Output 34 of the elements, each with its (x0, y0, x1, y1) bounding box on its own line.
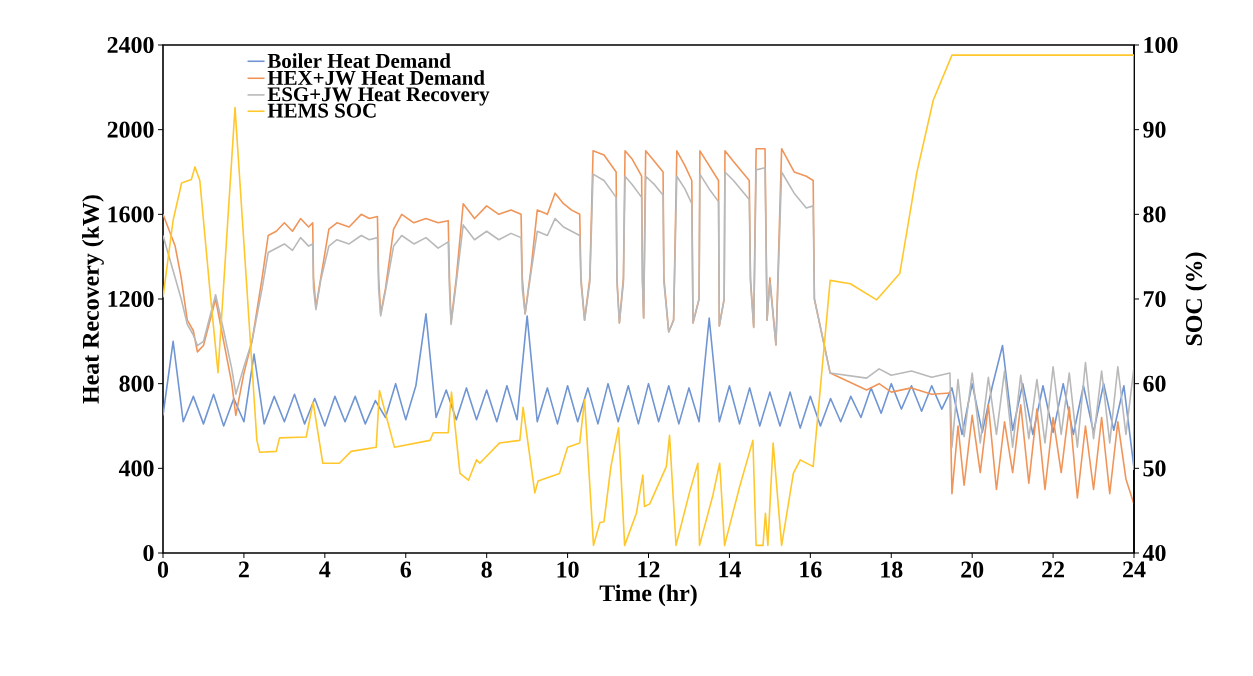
y-axis-title: Heat Recovery (kW) (82, 195, 104, 404)
y2-tick-label: 60 (1143, 375, 1166, 392)
x-tick-label: 0 (157, 561, 169, 578)
y2-tick-label: 100 (1144, 36, 1178, 54)
x-tick-label: 22 (1042, 561, 1065, 578)
line-series (163, 166, 1135, 448)
y2-tick-label: 90 (1143, 121, 1166, 138)
y-tick-label: 1200 (108, 290, 154, 308)
y-tick-label: 800 (119, 375, 154, 392)
y-tick-label: 2000 (107, 121, 154, 138)
x-tick-label: 6 (400, 561, 412, 578)
line-series (163, 54, 1135, 547)
y2-tick-label: 70 (1143, 290, 1166, 308)
y2-tick-label: 80 (1143, 206, 1166, 223)
x-tick-label: 10 (557, 561, 579, 578)
x-tick-label: 24 (1123, 561, 1146, 578)
legend-label: HEX+JW Heat Demand (267, 70, 485, 86)
x-tick-label: 14 (719, 561, 741, 578)
y-tick-label: 2400 (107, 36, 154, 54)
x-tick-label: 2 (238, 561, 249, 578)
y2-tick-label: 40 (1142, 544, 1166, 562)
y-tick-label: 400 (118, 460, 154, 477)
x-tick-label: 8 (481, 561, 492, 578)
legend-label: Boiler Heat Demand (267, 53, 451, 68)
y-tick-label: 0 (143, 544, 154, 562)
y2-tick-label: 50 (1143, 460, 1166, 477)
y-tick-label: 1600 (108, 206, 154, 223)
x-tick-label: 18 (881, 561, 903, 578)
x-tick-label: 20 (961, 561, 984, 578)
x-tick-label: 4 (319, 561, 331, 578)
y2-axis-title: SOC (%) (1185, 252, 1207, 346)
x-tick-label: 12 (638, 561, 660, 578)
x-axis-title: Time (hr) (599, 584, 697, 607)
x-tick-label: 16 (800, 561, 822, 578)
